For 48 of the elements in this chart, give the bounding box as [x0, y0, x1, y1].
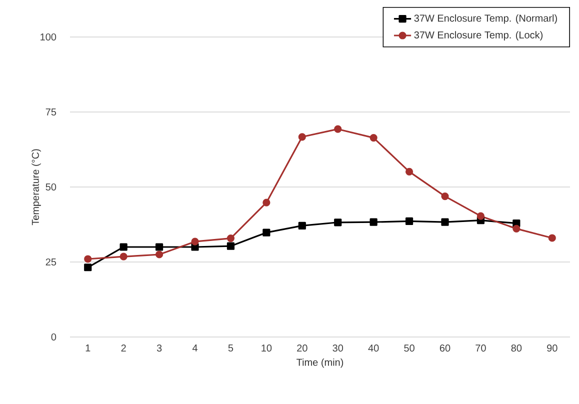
point [334, 125, 342, 133]
x-tick-label: 30 [332, 344, 344, 352]
x-tick-label: 10 [262, 344, 272, 352]
point [476, 212, 485, 220]
point [262, 228, 270, 236]
point [84, 255, 92, 263]
y-tick-label: 75 [46, 108, 56, 116]
point [120, 243, 128, 251]
legend-label: 37W Enclosure Temp. (Normarl) [414, 14, 557, 24]
point [334, 218, 342, 226]
x-tick-label: 4 [192, 344, 198, 352]
point [120, 252, 128, 260]
point [441, 218, 449, 226]
x-tick-label: 80 [511, 344, 522, 352]
point [370, 134, 378, 142]
point [191, 238, 199, 246]
x-tick-label: 5 [228, 344, 234, 352]
x-tick-label: 3 [156, 344, 162, 352]
point [226, 242, 235, 250]
legend-label: 37W Enclosure Temp. (Lock) [414, 31, 543, 40]
point [84, 264, 92, 272]
y-tick-label: 100 [40, 33, 56, 41]
point [226, 234, 235, 242]
y-tick-label: 0 [51, 333, 56, 341]
x-tick-label: 50 [404, 344, 414, 352]
point [548, 234, 556, 242]
point [155, 243, 164, 251]
point [441, 192, 449, 200]
x-axis-title: Time (min) [296, 358, 344, 368]
point [155, 250, 164, 258]
x-tick-label: 1 [86, 344, 90, 352]
x-tick-label: 20 [297, 344, 308, 352]
point [512, 224, 520, 232]
point [262, 198, 270, 206]
x-tick-label: 60 [440, 344, 450, 352]
y-tick-label: 50 [46, 183, 56, 191]
y-tick-label: 25 [46, 258, 56, 266]
point [191, 243, 199, 251]
x-tick-label: 90 [547, 344, 558, 352]
x-tick-label: 40 [368, 344, 379, 352]
y-axis-title: Temperature (°C) [32, 149, 41, 226]
point [298, 222, 306, 230]
point [405, 168, 414, 176]
point [298, 133, 306, 141]
point [405, 217, 414, 225]
point [370, 218, 378, 226]
x-tick-label: 2 [121, 344, 126, 352]
x-tick-label: 70 [476, 344, 486, 352]
